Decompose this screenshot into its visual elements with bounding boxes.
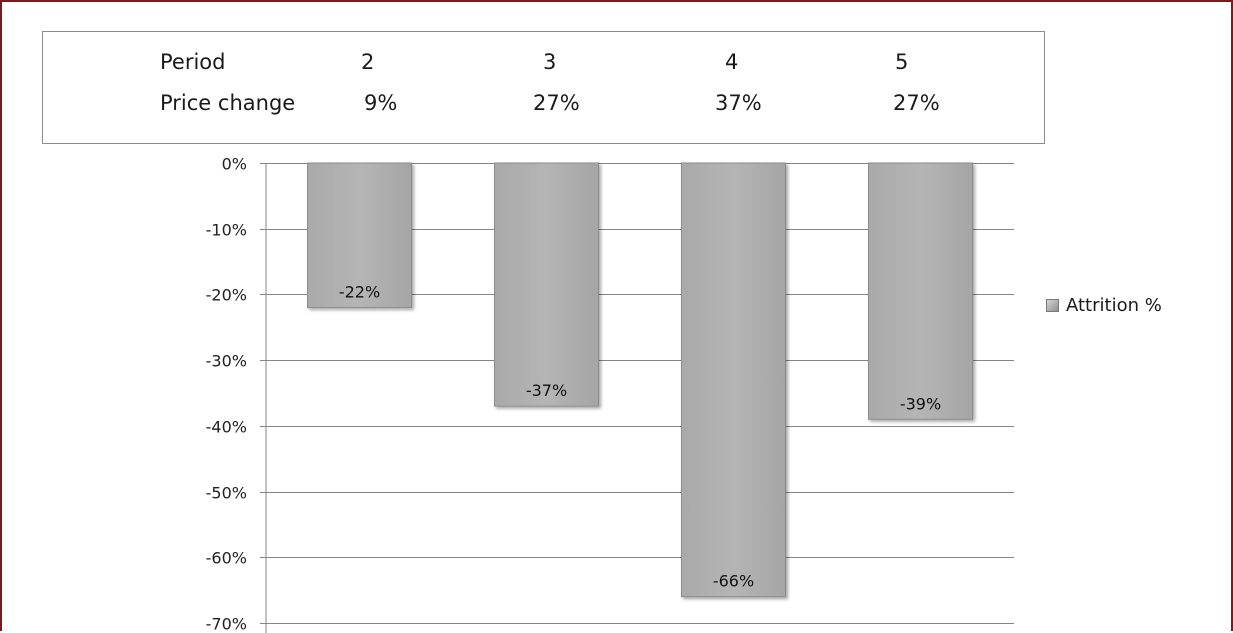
y-tick-label: -20% [206, 286, 247, 305]
y-tick-label: -70% [206, 615, 247, 633]
y-tick-label: 0% [222, 155, 247, 174]
bar [682, 163, 786, 597]
y-tick-label: -60% [206, 549, 247, 568]
legend: Attrition % [1046, 293, 1162, 317]
legend-label: Attrition % [1066, 295, 1162, 316]
y-tick-label: -30% [206, 352, 247, 371]
bar-data-label: -22% [339, 283, 380, 302]
bar-data-label: -37% [526, 381, 567, 400]
y-tick-label: -10% [206, 221, 247, 240]
bar [869, 163, 973, 419]
y-tick-label: -50% [206, 484, 247, 503]
bar-data-label: -39% [900, 394, 941, 413]
bar [495, 163, 599, 406]
y-tick-label: -40% [206, 418, 247, 437]
legend-swatch [1046, 299, 1059, 312]
bar-data-label: -66% [713, 572, 754, 591]
